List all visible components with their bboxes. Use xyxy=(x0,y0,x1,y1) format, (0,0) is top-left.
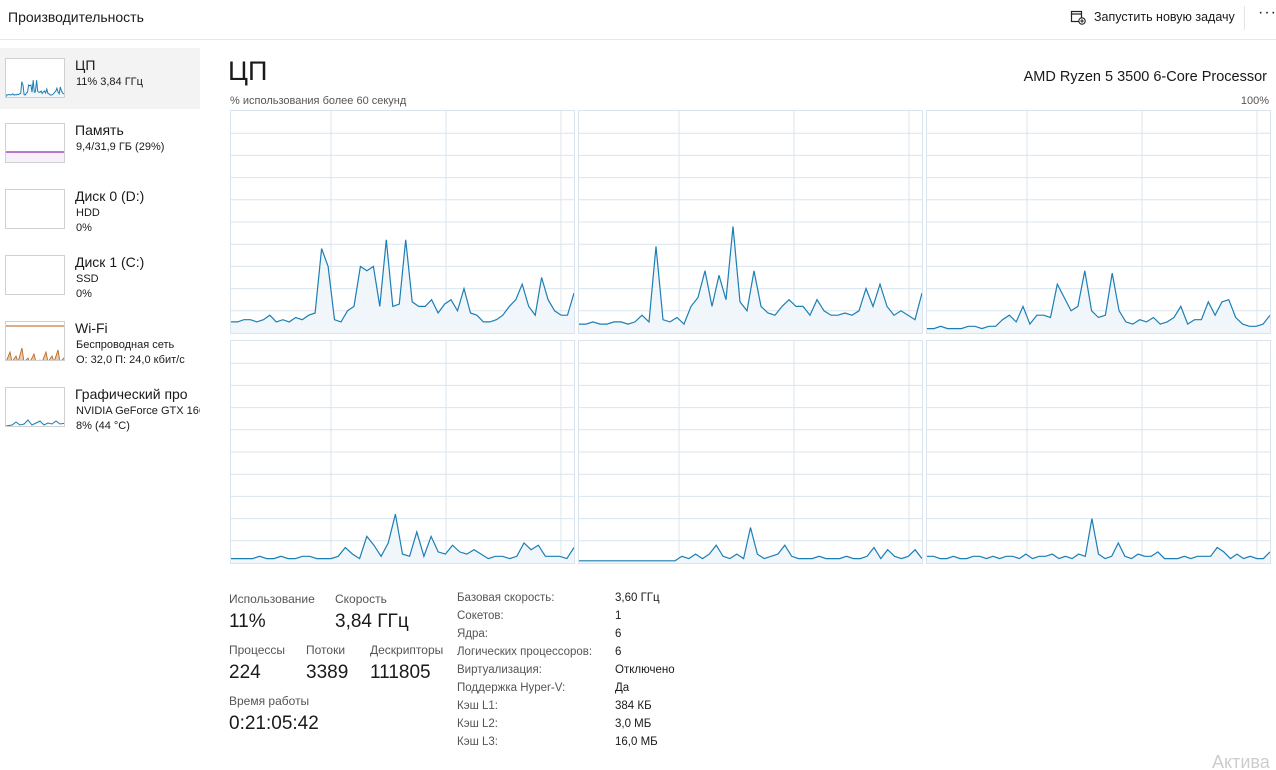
sidebar-item-wifi[interactable]: Wi-Fi Беспроводная сеть О: 32,0 П: 24,0 … xyxy=(0,311,200,373)
graph-max-label: 100% xyxy=(1240,95,1269,107)
usage-line xyxy=(231,514,574,560)
title-bar: Производительность Запустить новую задач… xyxy=(0,0,1276,40)
sidebar-item-disk-1[interactable]: Диск 1 (C:) SSD 0% xyxy=(0,245,200,307)
core-graph xyxy=(230,340,575,564)
wifi-thumbnail xyxy=(5,321,65,361)
sidebar-item-detail: 9,4/31,9 ГБ (29%) xyxy=(76,141,165,153)
disk-1-thumbnail xyxy=(5,255,65,295)
usage-area xyxy=(579,226,922,333)
sidebar-item-label: Диск 1 (C:) xyxy=(75,254,145,270)
usage-area xyxy=(579,527,922,563)
graph-caption: % использования более 60 секунд xyxy=(230,95,407,107)
sidebar-item-label: ЦП xyxy=(75,57,96,73)
gpu-thumbnail xyxy=(5,387,65,427)
usage-area xyxy=(927,270,1270,333)
handles-label: Дескрипторы xyxy=(370,643,444,657)
sidebar-item-detail: HDD xyxy=(76,207,100,219)
prop-label: Кэш L2: xyxy=(457,718,498,730)
speed-value: 3,84 ГГц xyxy=(335,611,409,632)
core-graph xyxy=(230,110,575,334)
sidebar-item-label: Графический про xyxy=(75,386,188,402)
prop-label: Кэш L1: xyxy=(457,700,498,712)
cpu-thumbnail xyxy=(5,58,65,98)
cpu-heading: ЦП xyxy=(228,56,268,86)
usage-value: 11% xyxy=(229,611,266,632)
more-options-button[interactable]: ··· xyxy=(1258,4,1276,21)
activation-watermark: Актива xyxy=(1212,752,1270,770)
sidebar-item-detail: О: 32,0 П: 24,0 кбит/с xyxy=(76,354,185,366)
prop-value: 384 КБ xyxy=(615,700,652,712)
prop-value: 16,0 МБ xyxy=(615,736,658,748)
usage-area xyxy=(231,239,574,333)
sidebar-item-detail: 0% xyxy=(76,288,92,300)
cpu-core-graphs xyxy=(230,110,1271,568)
sidebar-item-label: Память xyxy=(75,122,124,138)
prop-label: Базовая скорость: xyxy=(457,592,555,604)
threads-value: 3389 xyxy=(306,662,349,683)
usage-line xyxy=(579,226,922,326)
core-graph xyxy=(578,340,923,564)
sidebar-item-disk-0[interactable]: Диск 0 (D:) HDD 0% xyxy=(0,179,200,241)
uptime-value: 0:21:05:42 xyxy=(229,713,319,734)
core-graph xyxy=(926,110,1271,334)
usage-line xyxy=(927,518,1270,560)
sidebar-item-detail: 0% xyxy=(76,222,92,234)
sidebar: ЦП 11% 3,84 ГГц Память 9,4/31,9 ГБ (29%)… xyxy=(0,48,200,443)
processes-label: Процессы xyxy=(229,643,286,657)
prop-label: Сокетов: xyxy=(457,610,504,622)
usage-label: Использование xyxy=(229,592,315,606)
handles-value: 111805 xyxy=(370,662,431,683)
sidebar-item-memory[interactable]: Память 9,4/31,9 ГБ (29%) xyxy=(0,113,200,175)
sidebar-item-label: Диск 0 (D:) xyxy=(75,188,145,204)
run-new-task-label: Запустить новую задачу xyxy=(1094,10,1235,24)
usage-line xyxy=(231,239,574,323)
sidebar-item-gpu[interactable]: Графический про NVIDIA GeForce GTX 166 8… xyxy=(0,377,200,439)
prop-label: Логических процессоров: xyxy=(457,646,593,658)
prop-value: 1 xyxy=(615,610,622,622)
new-task-icon xyxy=(1070,9,1086,25)
prop-label: Поддержка Hyper-V: xyxy=(457,682,566,694)
run-new-task-button[interactable]: Запустить новую задачу xyxy=(1070,9,1235,25)
cpu-model-name: AMD Ryzen 5 3500 6-Core Processor xyxy=(1023,69,1267,85)
prop-value: 3,60 ГГц xyxy=(615,592,660,604)
core-graph xyxy=(926,340,1271,564)
sidebar-item-detail: SSD xyxy=(76,273,99,285)
prop-value: 3,0 МБ xyxy=(615,718,652,730)
usage-line xyxy=(579,527,922,562)
uptime-label: Время работы xyxy=(229,694,310,708)
sidebar-item-detail: 8% (44 °C) xyxy=(76,420,130,432)
speed-label: Скорость xyxy=(335,592,387,606)
prop-value: 6 xyxy=(615,646,622,658)
processes-value: 224 xyxy=(229,662,261,683)
sidebar-item-cpu[interactable]: ЦП 11% 3,84 ГГц xyxy=(0,48,200,109)
prop-label: Ядра: xyxy=(457,628,489,640)
memory-thumbnail xyxy=(5,123,65,163)
usage-area xyxy=(231,514,574,563)
threads-label: Потоки xyxy=(306,643,346,657)
sidebar-item-detail: 11% 3,84 ГГц xyxy=(76,76,143,88)
sidebar-item-detail: NVIDIA GeForce GTX 166 xyxy=(76,405,200,417)
disk-0-thumbnail xyxy=(5,189,65,229)
page-title: Производительность xyxy=(8,9,144,25)
sidebar-item-detail: Беспроводная сеть xyxy=(76,339,175,351)
core-graph xyxy=(578,110,923,334)
prop-label: Кэш L3: xyxy=(457,736,498,748)
prop-value: Отключено xyxy=(615,664,675,676)
sidebar-item-label: Wi-Fi xyxy=(75,320,108,336)
prop-value: Да xyxy=(615,682,630,694)
toolbar-divider xyxy=(1244,6,1245,30)
prop-label: Виртуализация: xyxy=(457,664,542,676)
prop-value: 6 xyxy=(615,628,622,640)
usage-line xyxy=(927,270,1270,330)
